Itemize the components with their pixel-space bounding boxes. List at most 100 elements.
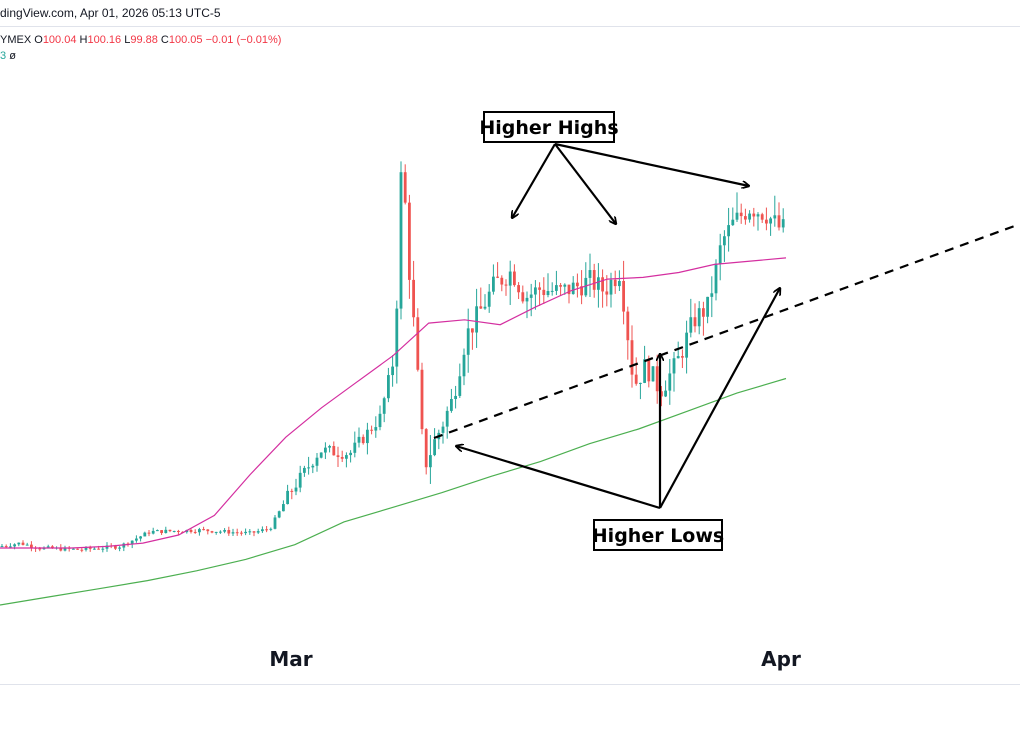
candle-body (681, 356, 684, 358)
candle-body (114, 546, 117, 549)
axis-divider (0, 684, 1020, 685)
higher-highs-arrow-2 (554, 143, 616, 224)
candle-body (744, 216, 747, 220)
candle-body (319, 452, 323, 458)
higher-highs-arrow-3 (554, 142, 749, 186)
candle-body (618, 280, 621, 287)
candle-body (639, 382, 642, 384)
candle-body (626, 311, 630, 341)
candle-body (445, 410, 449, 427)
candle-body (588, 270, 592, 278)
candle-body (328, 446, 331, 448)
candle-body (172, 530, 176, 532)
candle-body (353, 442, 357, 453)
candle-body (273, 517, 277, 529)
candle-body (361, 436, 365, 444)
candle-body (781, 219, 785, 228)
candle-body (357, 436, 361, 443)
candle-body (332, 446, 336, 456)
candle-body (769, 218, 772, 224)
candle-body (454, 395, 457, 400)
candle-body (634, 374, 638, 384)
candle-body (630, 340, 634, 375)
candle-body (714, 263, 718, 294)
open-label: O (34, 34, 43, 46)
candle-body (555, 285, 558, 291)
candle-body (597, 277, 600, 290)
candle-body (433, 439, 436, 456)
x-tick-apr: Apr (761, 647, 801, 671)
candle-body (765, 219, 768, 224)
low-value: 99.88 (130, 34, 158, 46)
candle-body (97, 548, 100, 550)
candle-body (93, 548, 96, 550)
candle-body (525, 297, 529, 302)
candle-body (25, 544, 29, 546)
candle-body (420, 369, 424, 430)
candle-body (529, 294, 533, 298)
header-divider (0, 26, 1020, 27)
candle-body (483, 306, 487, 309)
candle-body (387, 375, 390, 399)
candle-body (256, 531, 260, 533)
candle-body (80, 549, 84, 551)
candle-body (202, 529, 205, 531)
candle-body (475, 306, 478, 333)
candle-body (563, 284, 567, 287)
candle-body (9, 546, 12, 548)
candle-body (466, 328, 470, 355)
candle-body (391, 366, 394, 376)
candle-body (508, 271, 512, 286)
candle-body (366, 429, 369, 444)
candle-body (408, 202, 411, 280)
candle-body (756, 214, 760, 217)
candle-body (143, 532, 147, 537)
trendline-dashed (433, 222, 1020, 440)
candle-body (63, 547, 67, 551)
candle-body (429, 455, 432, 468)
candle-body (521, 292, 525, 302)
candle-body (462, 354, 466, 377)
candle-body (244, 531, 247, 534)
candle-body (647, 359, 651, 382)
candle-body (177, 530, 180, 532)
candle-body (752, 213, 756, 217)
candle-body (147, 532, 151, 534)
candle-body (231, 532, 235, 534)
candle-body (30, 544, 33, 548)
candle-body (227, 530, 231, 534)
close-value: 100.05 (168, 34, 203, 46)
candle-body (206, 529, 210, 532)
higher-lows-label: Higher Lows (592, 525, 724, 547)
candle-body (168, 529, 172, 532)
candle-body (214, 531, 218, 533)
candle-body (248, 531, 252, 533)
candle-body (349, 452, 352, 456)
candle-body (643, 359, 646, 383)
candle-body (622, 280, 625, 312)
candle-body (748, 213, 751, 220)
candle-body (718, 245, 722, 264)
candle-body (567, 284, 571, 295)
candle-body (298, 472, 302, 488)
close-label: C (160, 34, 169, 46)
candle-body (739, 212, 743, 217)
candle-body (130, 540, 134, 545)
candle-body (655, 366, 659, 392)
moving-average-green (0, 377, 787, 606)
candle-body (609, 279, 613, 295)
candle-body (240, 532, 243, 534)
candle-body (500, 277, 504, 285)
x-tick-mar: Mar (269, 647, 312, 671)
candle-body (513, 271, 516, 286)
candle-body (156, 530, 159, 532)
candle-body (693, 317, 697, 327)
candle-body (151, 530, 155, 534)
candle-body (223, 530, 226, 532)
candle-body (395, 308, 399, 367)
moving-average-pink (0, 257, 787, 549)
candle-body (336, 455, 340, 458)
candle-body (580, 286, 583, 296)
candle-body (592, 270, 596, 290)
